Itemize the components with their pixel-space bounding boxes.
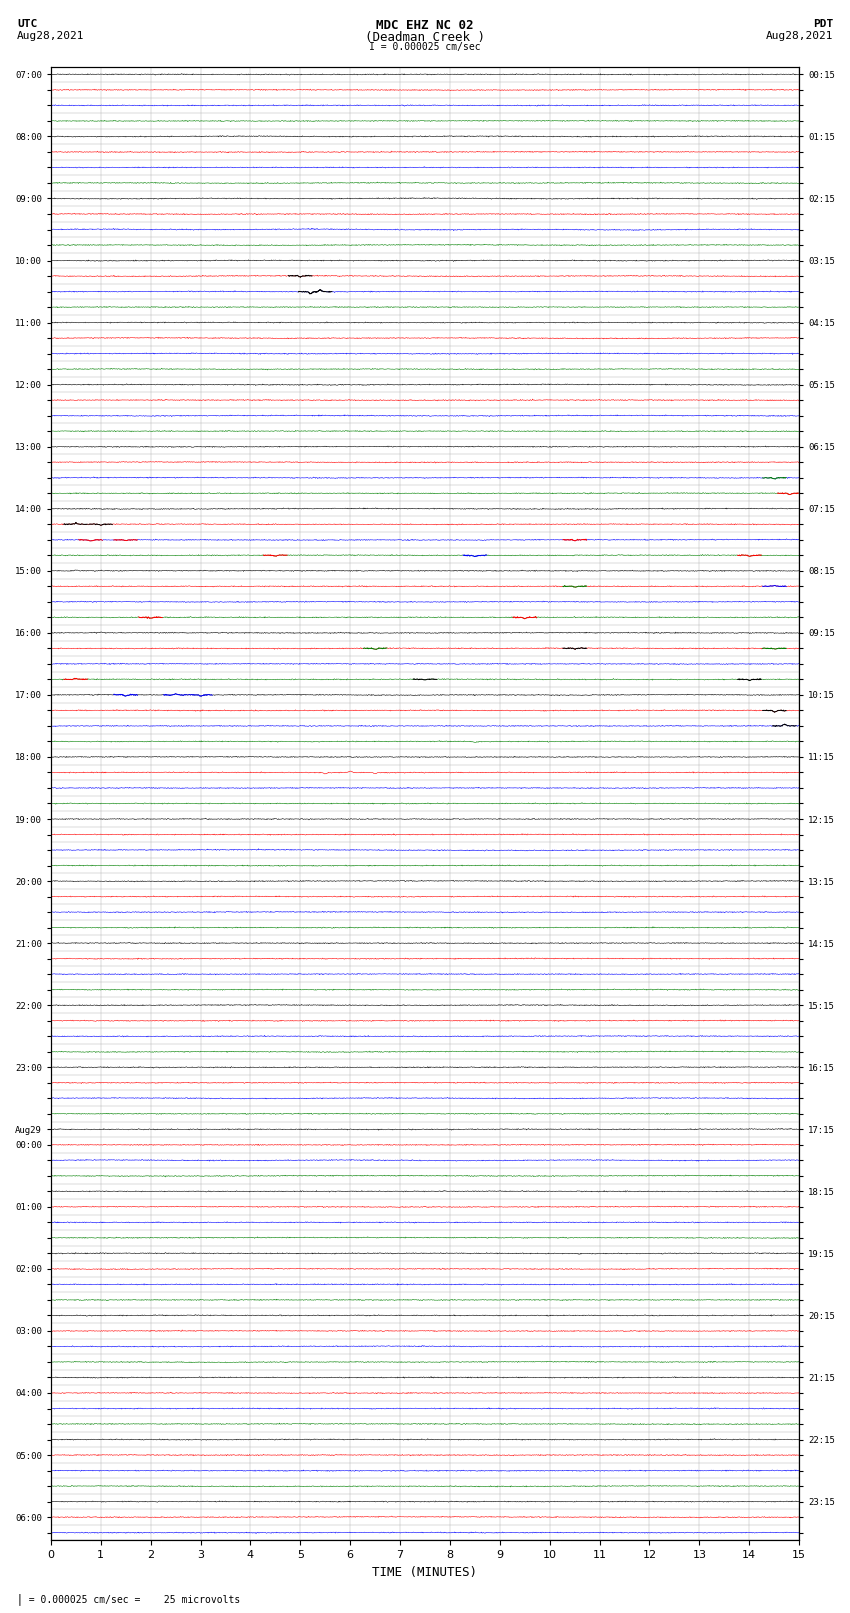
Text: (Deadman Creek ): (Deadman Creek ) <box>365 31 485 44</box>
Text: ⎮ = 0.000025 cm/sec =    25 microvolts: ⎮ = 0.000025 cm/sec = 25 microvolts <box>17 1594 241 1605</box>
Text: Aug28,2021: Aug28,2021 <box>17 31 84 40</box>
Text: I = 0.000025 cm/sec: I = 0.000025 cm/sec <box>369 42 481 52</box>
Text: MDC EHZ NC 02: MDC EHZ NC 02 <box>377 19 473 32</box>
Text: PDT: PDT <box>813 19 833 29</box>
X-axis label: TIME (MINUTES): TIME (MINUTES) <box>372 1566 478 1579</box>
Text: Aug28,2021: Aug28,2021 <box>766 31 833 40</box>
Text: UTC: UTC <box>17 19 37 29</box>
